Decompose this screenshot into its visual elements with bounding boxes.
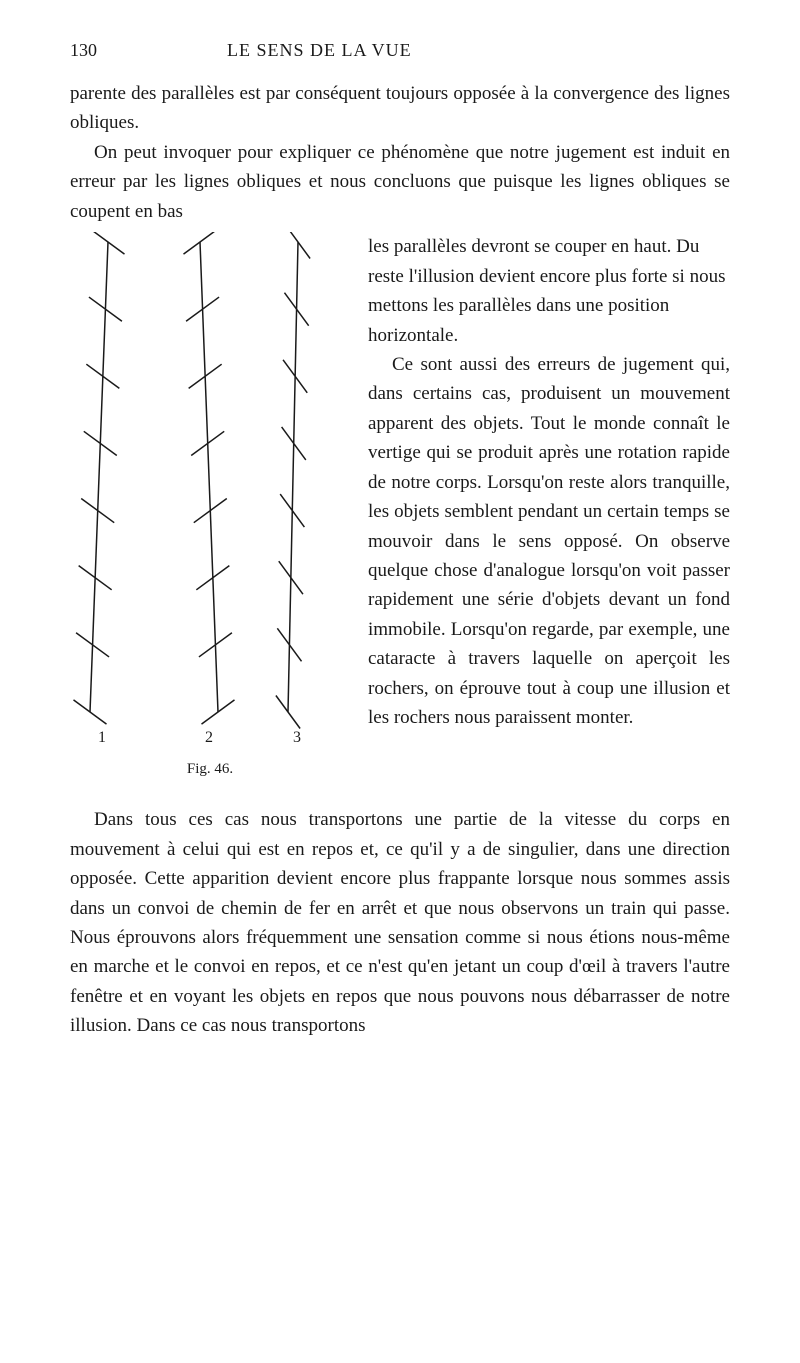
figure-label-1: 1 <box>98 729 106 746</box>
figure-svg: 1 2 3 <box>70 232 350 752</box>
figure-46: 1 2 3 Fig. 46. <box>70 232 350 797</box>
paragraph-1: parente des parallèles est par conséquen… <box>70 79 730 138</box>
figure-caption: Fig. 46. <box>70 761 350 778</box>
paragraph-3-wrapped: les parallèles devront se couper en haut… <box>368 236 725 345</box>
page-header: 130 LE SENS DE LA VUE <box>70 40 730 61</box>
page-title: LE SENS DE LA VUE <box>227 40 412 61</box>
figure-label-3: 3 <box>293 729 301 746</box>
figure-label-2: 2 <box>205 729 213 746</box>
figure-text-wrap: 1 2 3 Fig. 46. les parallèles devront se… <box>70 232 730 805</box>
page-number: 130 <box>70 40 97 61</box>
paragraph-5: Dans tous ces cas nous transportons une … <box>70 805 730 1041</box>
paragraph-2: On peut invoquer pour expliquer ce phéno… <box>70 138 730 226</box>
